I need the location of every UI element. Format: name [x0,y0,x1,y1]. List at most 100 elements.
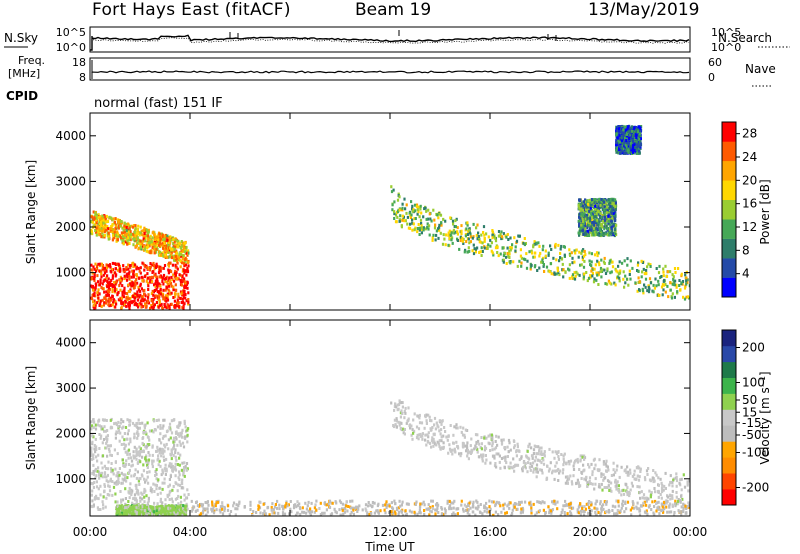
velocity-cell [157,418,160,422]
power-cell [509,246,512,249]
power-cell [180,261,184,265]
power-cell [662,274,665,278]
power-cell [589,274,592,278]
power-cell [159,250,162,254]
power-cell [636,289,639,293]
velocity-cell [156,506,159,509]
power-cell [675,285,678,289]
velocity-cell [101,454,105,458]
power-cell [166,296,169,300]
power-cell [98,304,101,307]
velocity-cell [183,466,186,469]
power-cell [509,248,512,252]
power-cell [117,268,120,272]
velocity-cell [119,490,122,493]
velocity-cell [155,484,158,487]
velocity-cell [179,421,182,425]
power-cell [148,276,151,280]
power-cell [137,266,140,270]
power-cell [431,238,434,242]
power-cell [111,287,114,291]
power-cell [437,212,441,216]
noise-left-tick-top: 10^5 [56,26,86,39]
velocity-cell [153,490,156,493]
velocity-cell [177,502,180,506]
power-cell [624,281,627,285]
power-cell [625,277,629,281]
power-cell [166,280,169,284]
velocity-cell [155,512,159,515]
power-cell [522,241,525,245]
velocity-cell [90,493,93,497]
velocity-cell [122,420,125,424]
power-cell [600,233,603,237]
velocity-cell [94,450,97,454]
power-cell [117,290,120,294]
power-cell [151,271,154,274]
power-cell [143,292,146,296]
velocity-cell [147,507,150,511]
power-cell [685,276,688,280]
velocity-cell [178,421,181,425]
power-cell [474,250,477,254]
power-cell [618,276,621,280]
power-cell [141,276,144,280]
velocity-cell [92,426,95,430]
power-cell [160,266,163,270]
velocity-cell [168,426,171,430]
power-cell [165,286,168,290]
power-cell [520,261,523,265]
power-cell [99,278,102,282]
power-cell [506,252,509,255]
power-cell [595,207,598,211]
velocity-cell [162,424,165,428]
power-cell [438,228,441,232]
power-cell [419,207,422,211]
power-cell [179,274,182,278]
power-cell [518,259,521,263]
power-cell [165,306,168,310]
power-cell [631,144,634,148]
power-cell [617,129,620,133]
velocity-cell [162,418,165,422]
power-cell [147,301,151,305]
power-cell [139,239,142,243]
power-cell [418,226,421,230]
power-cell [174,269,177,273]
velocity-cell [118,510,121,514]
power-cell [512,260,515,264]
velocity-cell [94,476,97,480]
power-cell [126,295,129,299]
power-cell [100,272,103,276]
power-cell [92,210,95,214]
power-cell [582,275,585,279]
power-cell [140,287,143,291]
power-cell [638,288,641,292]
power-cell [591,221,594,224]
power-cell [140,303,143,307]
power-cell [92,277,95,281]
velocity-cell [133,432,136,436]
velocity-cell [103,418,106,422]
power-cell [167,278,170,282]
velocity-cell [145,460,148,464]
velocity-cell [111,470,114,474]
velocity-cell [91,471,94,475]
power-cell [398,218,401,222]
power-cell [180,283,183,287]
power-cell [612,212,615,216]
velocity-cell [119,431,122,435]
velocity-cell [119,421,122,425]
power-cell [584,253,587,257]
power-cell [652,283,655,287]
velocity-cell [120,471,123,475]
power-cell [538,244,541,248]
power-cell [469,235,472,239]
power-cell [641,289,645,293]
power-cell [438,225,441,229]
power-cell [183,271,186,275]
velocity-cell [170,497,173,501]
power-cell [99,280,102,284]
power-cell [590,225,593,229]
velocity-cell [95,485,99,489]
